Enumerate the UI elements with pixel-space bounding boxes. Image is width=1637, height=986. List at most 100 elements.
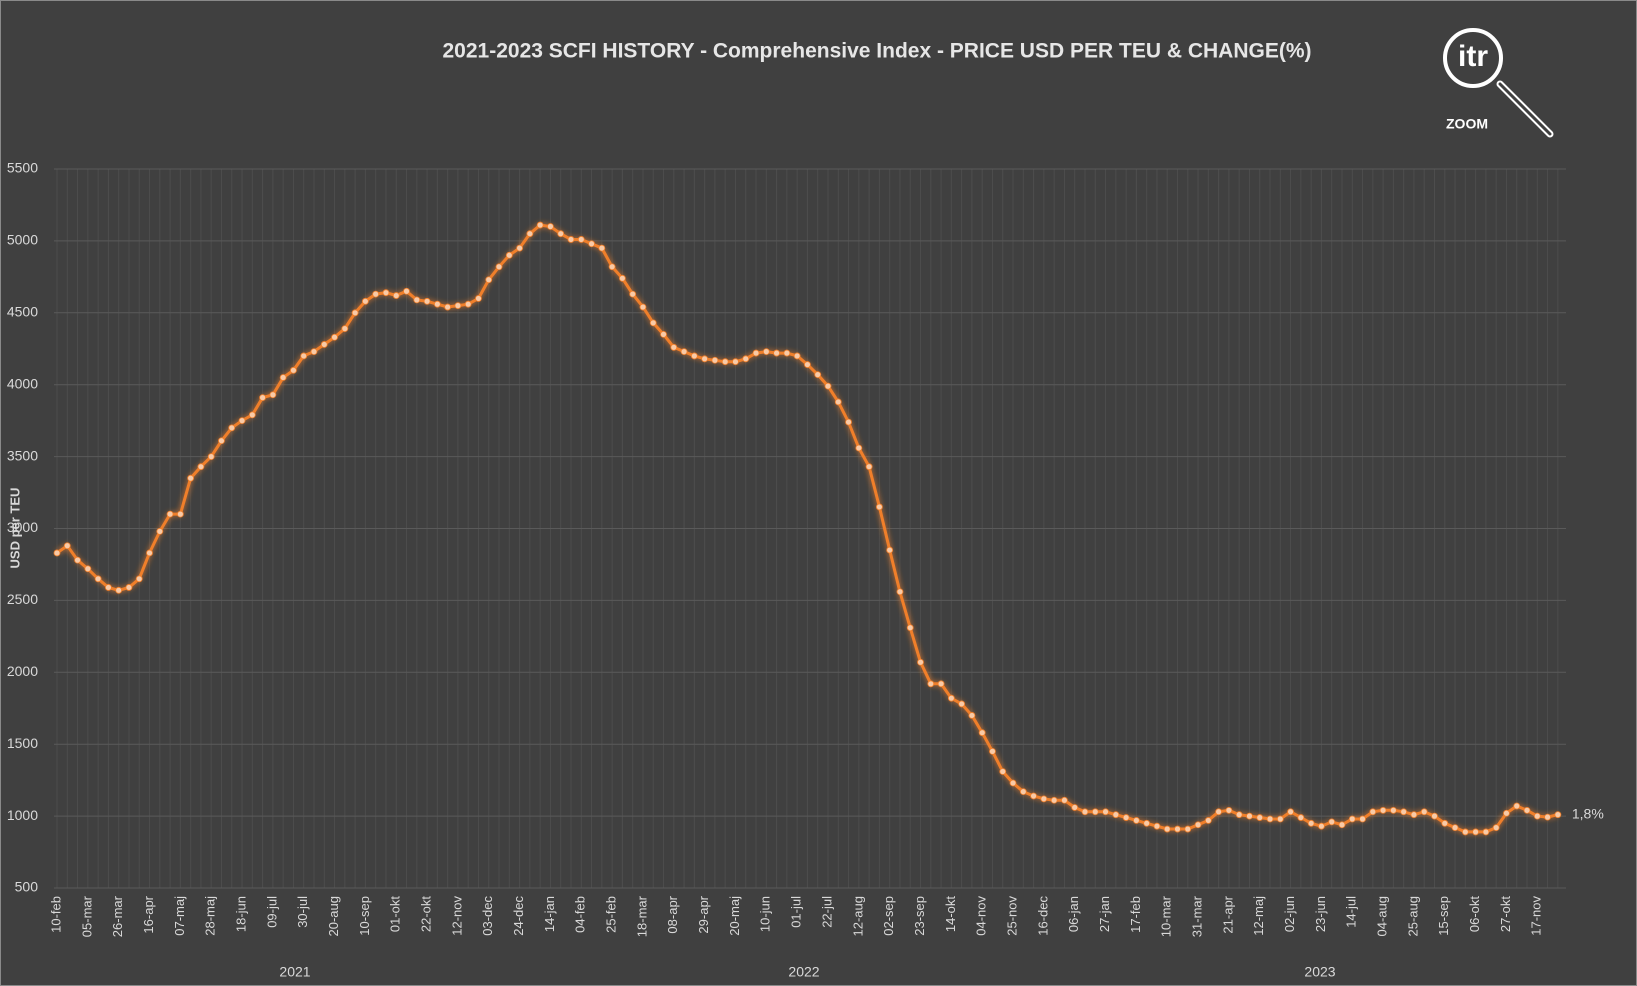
x-tick-label: 04-nov: [974, 896, 989, 936]
point-marker: [1431, 812, 1438, 820]
point-marker: [505, 251, 513, 259]
x-tick-label: 10-sep: [357, 896, 372, 936]
point-marker: [1482, 828, 1490, 836]
point-marker: [485, 276, 493, 284]
point-marker: [84, 565, 92, 573]
point-marker: [732, 358, 739, 366]
x-tick-label: 21-apr: [1220, 895, 1235, 933]
x-tick-label: 08-apr: [665, 895, 680, 933]
x-tick-label: 10-feb: [48, 896, 63, 933]
point-marker: [1338, 821, 1346, 829]
y-axis-label: USD per TEU: [7, 488, 22, 569]
point-marker: [989, 747, 996, 755]
point-marker: [742, 355, 750, 363]
x-tick-label: 12-nov: [449, 896, 464, 936]
point-marker: [94, 575, 102, 583]
point-marker: [300, 352, 308, 360]
x-tick-label: 16-dec: [1035, 896, 1050, 936]
x-tick-label: 04-feb: [573, 896, 588, 933]
x-tick-label: 17-nov: [1529, 896, 1544, 936]
point-marker: [886, 546, 894, 554]
x-tick-label: 25-aug: [1405, 896, 1420, 936]
point-marker: [1030, 792, 1037, 800]
point-marker: [269, 391, 277, 399]
x-tick-label: 18-jun: [233, 896, 248, 932]
point-marker: [1544, 813, 1551, 821]
x-tick-label: 30-jul: [295, 896, 310, 928]
point-marker: [958, 700, 966, 708]
point-marker: [413, 296, 421, 304]
point-marker: [1410, 811, 1418, 819]
y-tick-label: 1000: [7, 807, 38, 823]
point-marker: [1215, 808, 1223, 816]
x-tick-label: 26-mar: [110, 895, 125, 937]
year-label: 2023: [1304, 964, 1335, 980]
point-marker: [1492, 824, 1500, 832]
x-tick-label: 07-maj: [172, 896, 187, 936]
point-marker: [1276, 815, 1284, 823]
x-tick-label: 29-apr: [696, 895, 711, 933]
point-marker: [1389, 806, 1397, 814]
point-marker: [917, 658, 924, 666]
logo-ring: [1443, 28, 1503, 88]
point-marker: [187, 474, 195, 482]
point-marker: [721, 358, 729, 366]
x-tick-label: 14-jul: [1344, 896, 1359, 928]
point-marker: [845, 418, 852, 426]
point-marker: [176, 510, 184, 518]
point-marker: [567, 236, 575, 243]
point-marker: [762, 348, 770, 356]
point-marker: [1091, 808, 1099, 816]
point-marker: [577, 236, 585, 243]
point-marker: [361, 297, 369, 305]
x-tick-label: 17-feb: [1128, 896, 1143, 933]
point-marker: [516, 244, 523, 252]
point-marker: [464, 300, 472, 308]
point-marker: [680, 348, 688, 356]
x-tick-label: 25-nov: [1004, 896, 1019, 936]
point-marker: [444, 303, 452, 311]
point-marker: [588, 240, 595, 248]
point-marker: [1441, 819, 1449, 827]
point-marker: [341, 325, 349, 333]
y-tick-label: 2000: [7, 663, 38, 679]
point-marker: [618, 274, 626, 282]
y-tick-label: 500: [15, 879, 39, 895]
point-marker: [1235, 811, 1243, 819]
x-tick-label: 15-sep: [1436, 896, 1451, 936]
point-marker: [1379, 806, 1387, 814]
y-tick-label: 3500: [7, 447, 38, 463]
point-marker: [711, 356, 719, 364]
point-marker: [1451, 824, 1459, 832]
point-marker: [526, 230, 534, 238]
x-tick-label: 09-jul: [264, 896, 279, 928]
x-tick-label: 10-mar: [1159, 895, 1174, 937]
point-marker: [238, 417, 246, 425]
point-marker: [279, 374, 287, 381]
point-marker: [824, 382, 832, 390]
point-marker: [1019, 788, 1027, 796]
point-marker: [1256, 814, 1264, 821]
point-marker: [834, 398, 842, 406]
point-marker: [1204, 817, 1212, 824]
point-marker: [1132, 817, 1140, 824]
point-marker: [1266, 815, 1274, 823]
point-marker: [690, 352, 698, 360]
x-tick-label: 22-okt: [419, 896, 434, 933]
point-marker: [331, 333, 338, 341]
point-marker: [1153, 822, 1161, 830]
point-marker: [1081, 808, 1089, 816]
point-marker: [1554, 811, 1562, 819]
point-marker: [1328, 818, 1336, 826]
point-marker: [310, 348, 318, 356]
point-marker: [63, 542, 71, 550]
y-tick-label: 4500: [7, 304, 38, 320]
point-marker: [218, 437, 225, 445]
point-marker: [125, 584, 133, 591]
point-marker: [649, 319, 657, 327]
x-tick-label: 06-jan: [1066, 896, 1081, 932]
point-marker: [773, 349, 780, 357]
point-marker: [1112, 811, 1120, 819]
logo: itr ZOOM: [1443, 28, 1554, 138]
